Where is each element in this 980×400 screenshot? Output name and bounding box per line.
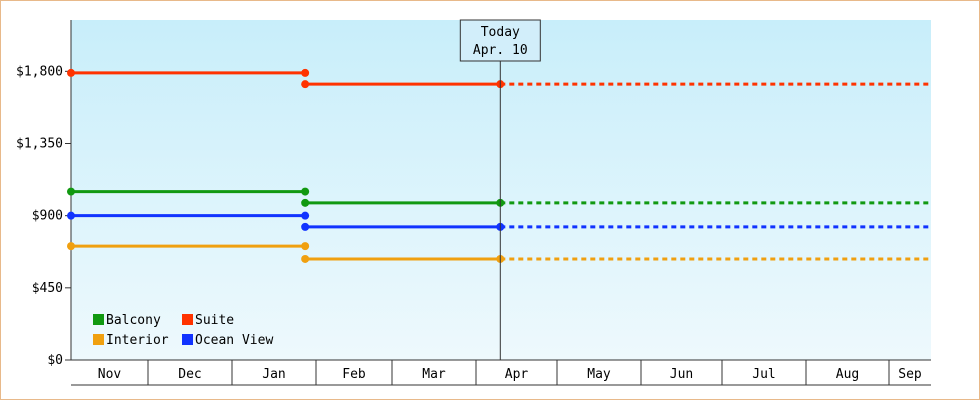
legend-swatch [93,314,104,325]
legend-item-suite: Suite [182,313,234,328]
today-marker: Today Apr. 10 [459,19,541,360]
today-box [459,19,541,62]
x-tick-label: Mar [422,367,446,382]
data-point [301,254,310,263]
x-tick-label: Jun [670,367,693,382]
series-ocean-view [67,211,931,231]
legend-label: Balcony [106,313,161,328]
legend-item-ocean-view: Ocean View [182,333,273,348]
x-tick-label: Jan [262,367,285,382]
x-axis: Nov Dec Jan Feb Mar Apr May Jun Jul Aug Sep [71,359,931,386]
data-point [301,222,310,231]
legend-item-interior: Interior [93,333,169,348]
x-tick-label: Apr [505,367,529,382]
data-point [301,211,310,220]
series-line [71,190,501,205]
x-tick-label: Feb [342,367,366,382]
plot-area [71,20,931,360]
y-tick-label: $0 [47,353,63,368]
x-tick-label: Sep [898,367,922,382]
y-tick-label: $450 [32,281,63,296]
y-tick-label: $900 [32,209,63,224]
y-axis: $0 $450 $900 $1,350 $1,800 [16,20,72,368]
data-point [301,80,310,89]
legend-label: Ocean View [195,333,273,348]
today-date: Apr. 10 [473,43,528,58]
today-title: Today [481,25,520,40]
x-tick-label: Aug [836,367,859,382]
x-tick-label: Dec [178,367,201,382]
series-layer [67,68,931,263]
data-point [67,242,75,251]
data-point [67,187,75,196]
legend-swatch [182,334,193,345]
data-point [301,68,310,77]
legend-swatch [93,334,104,345]
y-tick-label: $1,800 [16,64,63,79]
y-tick-label: $1,350 [16,136,63,151]
x-tick-label: May [587,367,611,382]
x-tick-label: Jul [752,367,775,382]
series-line [71,214,501,229]
series-suite [67,68,931,89]
data-point [67,68,75,77]
series-line [71,71,501,86]
series-line [71,244,501,261]
data-point [301,242,310,251]
series-balcony [67,187,931,207]
legend: Balcony Suite Interior Ocean View [93,313,273,348]
data-point [67,211,75,220]
legend-item-balcony: Balcony [93,313,161,328]
data-point [301,198,310,207]
legend-label: Interior [106,333,169,348]
x-tick-label: Nov [98,367,122,382]
legend-swatch [182,314,193,325]
legend-label: Suite [195,313,234,328]
data-point [301,187,310,196]
